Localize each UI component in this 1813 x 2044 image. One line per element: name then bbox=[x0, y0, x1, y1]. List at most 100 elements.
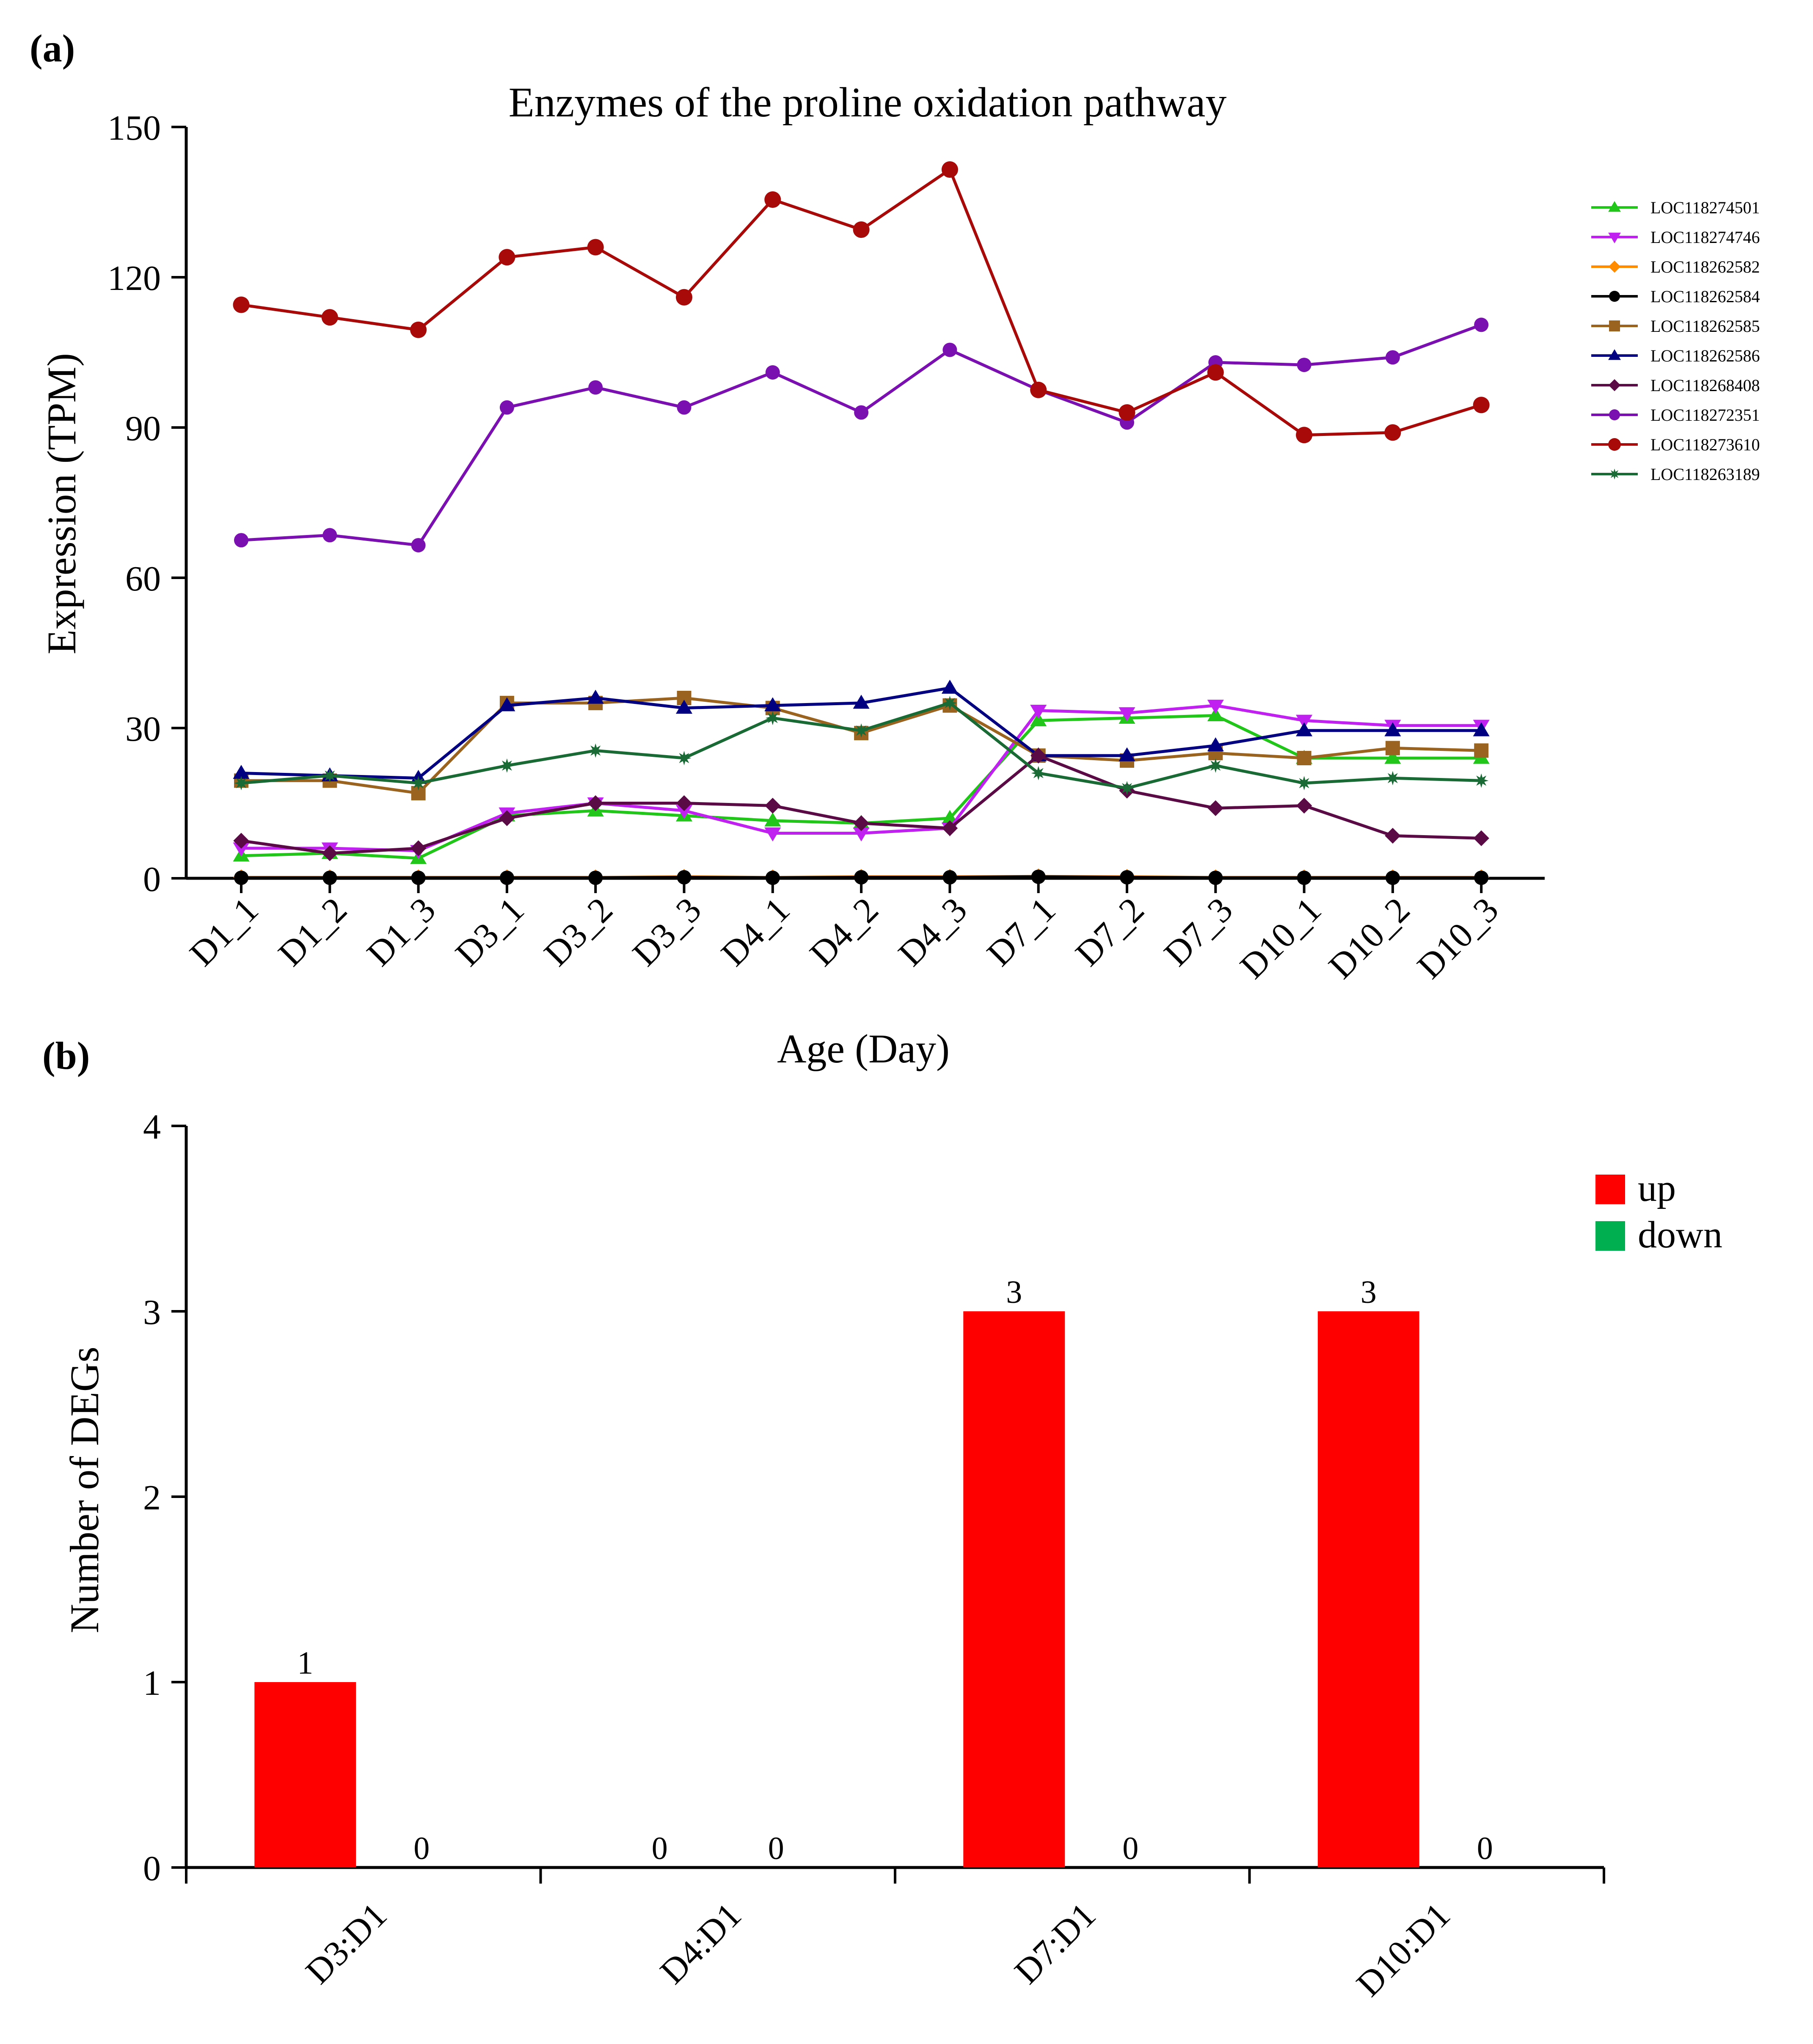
data-point bbox=[1297, 870, 1312, 885]
chart-b-y-ticks: 0 1 2 3 4 bbox=[143, 1107, 186, 1888]
data-point bbox=[499, 697, 515, 712]
data-point bbox=[853, 815, 869, 831]
chart-a-x-ticks: D1_1 D1_2 D1_3 D3_1 D3_2 D3_3 D4_1 D4_2 D4_3 D7_1… bbox=[182, 878, 1506, 986]
bar-value-label: 0 bbox=[768, 1831, 784, 1866]
data-point bbox=[677, 691, 692, 705]
data-point bbox=[1385, 350, 1400, 365]
legend-swatch bbox=[1595, 1221, 1625, 1251]
x-tick-label: D3_1 bbox=[448, 890, 532, 974]
legend-marker bbox=[1608, 349, 1621, 360]
data-point bbox=[410, 321, 427, 338]
data-point bbox=[233, 833, 249, 849]
data-point bbox=[322, 870, 337, 885]
legend-marker bbox=[1609, 409, 1620, 420]
series-LOC118273610 bbox=[233, 161, 1490, 444]
line-chart-panel: (a) Enzymes of the proline oxidation pat… bbox=[30, 27, 1760, 1071]
legend-marker bbox=[1608, 232, 1621, 243]
x-tick-label: D3_2 bbox=[537, 890, 620, 974]
chart-b-legend: up down bbox=[1595, 1167, 1722, 1256]
data-point bbox=[1030, 712, 1047, 726]
data-point bbox=[1473, 397, 1490, 414]
legend-swatch bbox=[1595, 1175, 1625, 1204]
data-point bbox=[1207, 364, 1224, 381]
y-tick-label: 120 bbox=[107, 259, 161, 298]
data-point bbox=[234, 533, 248, 548]
y-tick-label: 0 bbox=[143, 1849, 161, 1888]
chart-a-legend: LOC118274501 LOC118274746 LOC118262582 LOC1… bbox=[1591, 198, 1760, 484]
bar-up bbox=[1317, 1311, 1419, 1867]
data-point bbox=[1120, 870, 1134, 885]
data-point bbox=[1030, 748, 1047, 764]
data-point bbox=[1119, 747, 1135, 761]
data-point bbox=[941, 679, 958, 694]
data-point bbox=[1297, 751, 1312, 765]
legend-marker bbox=[1609, 469, 1620, 480]
data-point bbox=[854, 723, 869, 738]
bar-value-label: 3 bbox=[1361, 1274, 1377, 1310]
data-point bbox=[1473, 722, 1490, 737]
legend-marker bbox=[1609, 320, 1620, 331]
data-point bbox=[1296, 714, 1313, 729]
data-point bbox=[853, 827, 870, 842]
legend-marker bbox=[1608, 260, 1621, 273]
data-point bbox=[321, 309, 338, 326]
y-tick-label: 4 bbox=[143, 1107, 161, 1147]
x-tick-label: D1_2 bbox=[271, 890, 355, 974]
x-tick-label: D4_2 bbox=[802, 890, 886, 974]
x-tick-label: D10_2 bbox=[1321, 890, 1417, 986]
data-point bbox=[588, 870, 603, 885]
bar-chart-panel: (b) Number of DEGs 0 1 2 3 4 D3:D1 D4:D1 D7:D1… bbox=[42, 1034, 1722, 2004]
data-point bbox=[1473, 830, 1489, 847]
y-tick-label: 2 bbox=[143, 1478, 161, 1517]
x-tick-label: D7:D1 bbox=[1007, 1895, 1103, 1992]
data-point bbox=[677, 400, 692, 415]
data-point bbox=[1208, 758, 1223, 773]
x-tick-label: D3:D1 bbox=[298, 1895, 394, 1992]
x-tick-label: D10_3 bbox=[1410, 890, 1506, 986]
bar-up bbox=[254, 1682, 356, 1867]
data-point bbox=[1296, 722, 1313, 737]
chart-b-x-ticks: D3:D1 D4:D1 D7:D1 D10:D1 bbox=[185, 1867, 1605, 2004]
panel-a-label: (a) bbox=[30, 27, 75, 70]
data-point bbox=[322, 528, 337, 543]
data-point bbox=[765, 365, 780, 380]
panel-b-label: (b) bbox=[42, 1034, 90, 1077]
series-LOC118263189 bbox=[234, 695, 1489, 795]
chart-a-y-ticks: 0 30 60 90 120 150 bbox=[107, 108, 186, 899]
data-point bbox=[499, 249, 515, 266]
bar-value-label: 0 bbox=[1122, 1831, 1138, 1866]
legend-marker bbox=[1609, 291, 1620, 302]
data-point bbox=[675, 289, 693, 306]
data-point bbox=[942, 870, 957, 885]
data-point bbox=[764, 812, 781, 827]
data-point bbox=[588, 743, 603, 758]
data-point bbox=[942, 695, 957, 710]
x-tick-label: D4_1 bbox=[714, 890, 797, 974]
data-point bbox=[1474, 743, 1489, 758]
chart-a-xlabel: Age (Day) bbox=[777, 1026, 950, 1071]
data-point bbox=[233, 296, 250, 313]
data-point bbox=[765, 797, 781, 814]
data-point bbox=[1120, 781, 1134, 795]
legend-marker bbox=[1608, 438, 1621, 451]
legend-label: down bbox=[1638, 1214, 1722, 1256]
data-point bbox=[675, 700, 693, 714]
data-point bbox=[1030, 381, 1047, 398]
data-point bbox=[675, 805, 693, 819]
data-point bbox=[1385, 741, 1400, 756]
data-point bbox=[765, 870, 780, 885]
x-tick-label: D1_3 bbox=[359, 890, 443, 974]
data-point bbox=[1385, 870, 1400, 885]
data-point bbox=[1474, 317, 1489, 332]
x-tick-label: D4_3 bbox=[891, 890, 975, 974]
x-tick-label: D7_1 bbox=[979, 890, 1063, 974]
data-point bbox=[1208, 870, 1223, 885]
data-point bbox=[233, 764, 250, 779]
data-point bbox=[1030, 704, 1047, 719]
data-point bbox=[587, 690, 604, 704]
legend-label: LOC118268408 bbox=[1650, 376, 1760, 395]
legend-label: LOC118263189 bbox=[1650, 465, 1760, 484]
legend-label: LOC118272351 bbox=[1650, 405, 1760, 425]
data-point bbox=[942, 342, 957, 357]
